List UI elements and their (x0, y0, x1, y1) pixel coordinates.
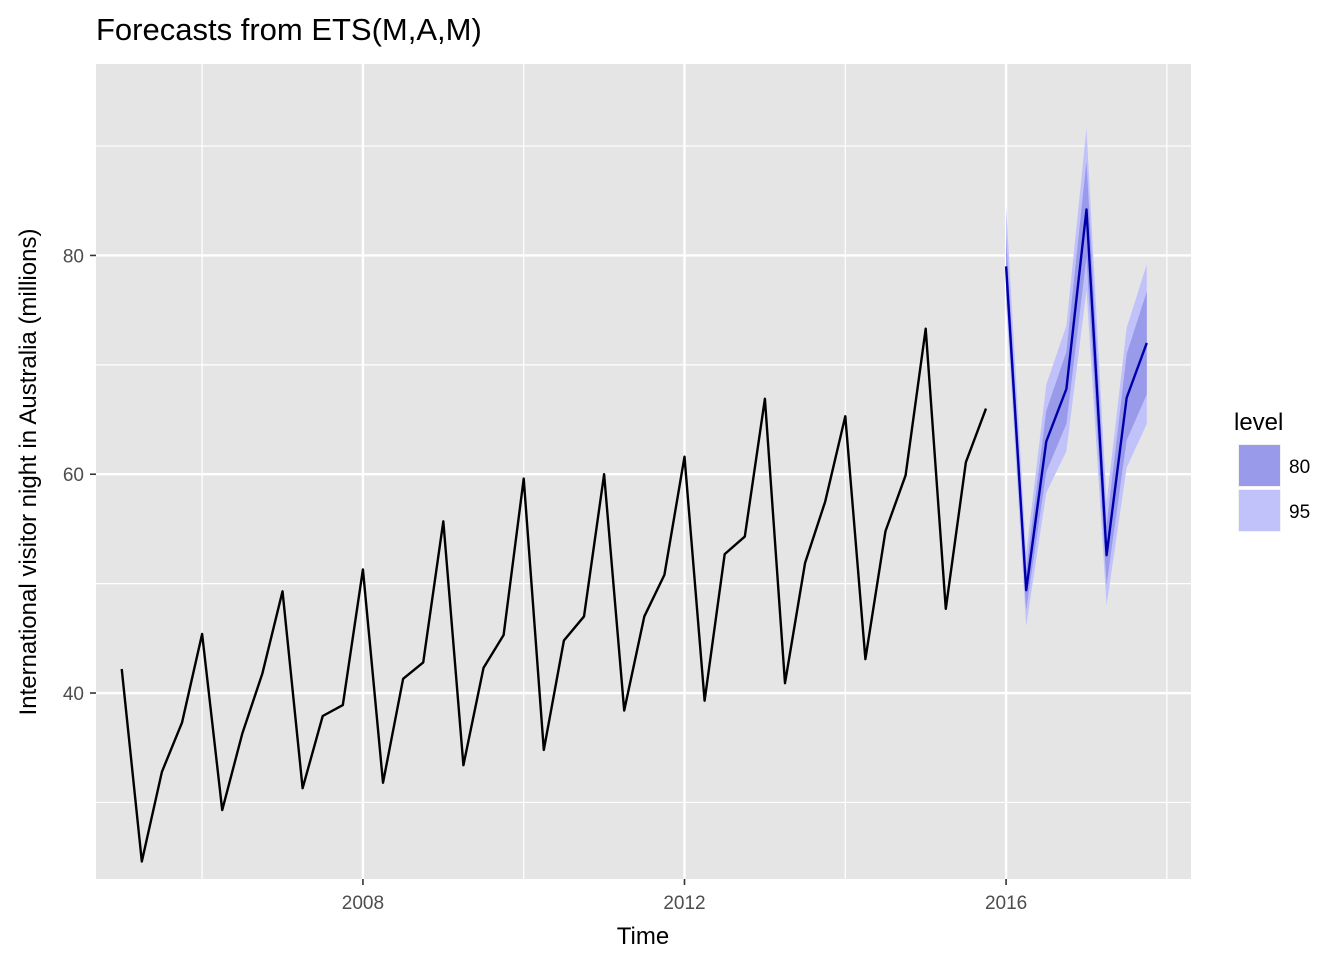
y-tick-label: 60 (63, 465, 84, 486)
x-tick-label: 2012 (663, 893, 705, 914)
y-axis: 40 60 80 (63, 246, 96, 705)
chart-title: Forecasts from ETS(M,A,M) (96, 12, 482, 47)
x-tick-label: 2016 (985, 893, 1027, 914)
x-tick-label: 2008 (342, 893, 384, 914)
plot-panel (96, 64, 1191, 879)
x-axis: 2008 2012 2016 (342, 879, 1027, 914)
legend-title: level (1234, 409, 1283, 436)
history-line (120, 327, 988, 863)
minor-gridlines (96, 64, 1191, 879)
y-tick-label: 80 (63, 246, 84, 267)
forecast-intervals (1006, 128, 1147, 627)
legend-label-80: 80 (1289, 457, 1310, 478)
series-lines (120, 208, 1148, 863)
y-tick-label: 40 (63, 684, 84, 705)
x-axis-label: Time (617, 923, 669, 950)
legend: level 80 95 (1234, 409, 1310, 532)
legend-key-95 (1239, 490, 1280, 531)
legend-key-80 (1239, 445, 1280, 486)
forecast-line (1004, 208, 1148, 592)
y-axis-label: International visitor night in Australia… (15, 229, 42, 716)
legend-label-95: 95 (1289, 502, 1310, 523)
band-80 (1006, 161, 1147, 610)
